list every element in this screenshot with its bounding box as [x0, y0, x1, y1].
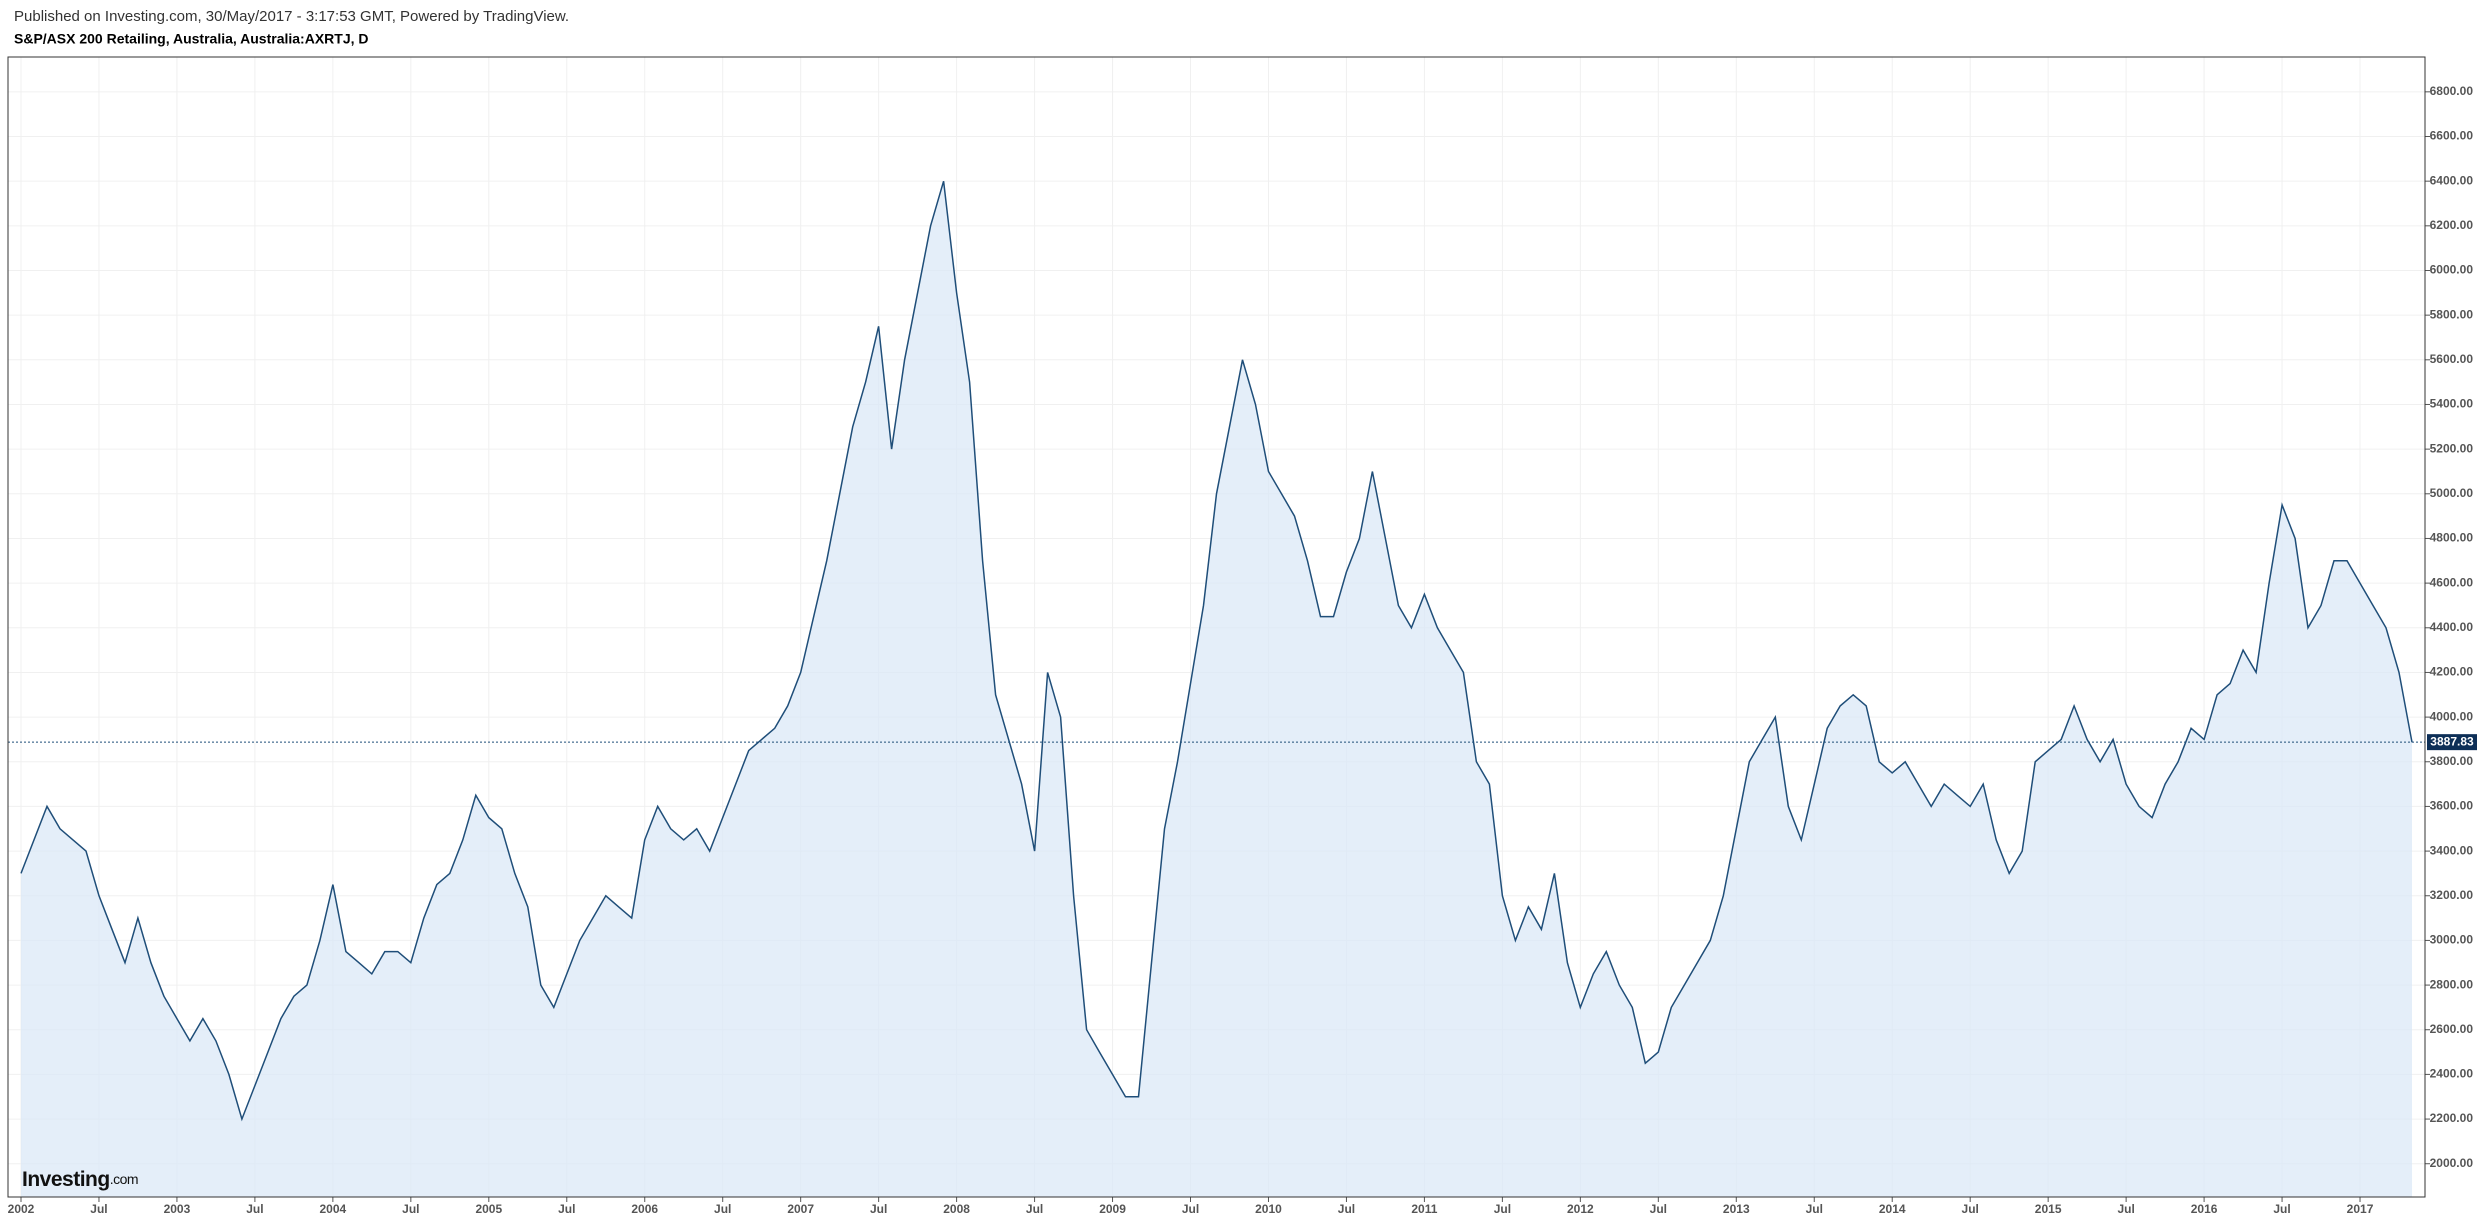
y-tick-label: 6800.00 — [2430, 84, 2474, 98]
y-tick-label: 4600.00 — [2430, 575, 2474, 589]
x-tick-label: Jul — [402, 1202, 419, 1216]
x-tick-label: 2004 — [320, 1202, 347, 1216]
x-tick-label: Jul — [1494, 1202, 1511, 1216]
x-tick-label: Jul — [246, 1202, 263, 1216]
x-tick-label: 2015 — [2035, 1202, 2062, 1216]
plot-frame — [7, 56, 2426, 1198]
x-tick-label: Jul — [1182, 1202, 1199, 1216]
logo: Investing.com — [22, 1168, 138, 1191]
y-tick-label: 2200.00 — [2430, 1111, 2474, 1125]
x-tick-label: 2013 — [1723, 1202, 1750, 1216]
y-tick-label: 2600.00 — [2430, 1022, 2474, 1036]
publish-note: Published on Investing.com, 30/May/2017 … — [14, 8, 569, 25]
y-tick-label: 6200.00 — [2430, 218, 2474, 232]
y-tick-label: 6400.00 — [2430, 173, 2474, 187]
x-tick-label: 2016 — [2191, 1202, 2218, 1216]
x-tick-label: Jul — [558, 1202, 575, 1216]
x-tick-label: 2008 — [943, 1202, 970, 1216]
x-tick-label: Jul — [2117, 1202, 2134, 1216]
logo-suffix: .com — [110, 1171, 138, 1187]
x-tick-label: 2006 — [631, 1202, 658, 1216]
x-tick-label: Jul — [1338, 1202, 1355, 1216]
y-tick-label: 5800.00 — [2430, 307, 2474, 321]
x-tick-label: 2005 — [475, 1202, 502, 1216]
x-tick-label: Jul — [870, 1202, 887, 1216]
y-tick-label: 2000.00 — [2430, 1156, 2474, 1170]
x-tick-label: 2017 — [2347, 1202, 2374, 1216]
y-tick-label: 5200.00 — [2430, 441, 2474, 455]
y-tick-label: 6600.00 — [2430, 129, 2474, 143]
x-tick-label: 2011 — [1411, 1202, 1437, 1216]
x-tick-label: Jul — [1650, 1202, 1667, 1216]
x-tick-label: 2014 — [1879, 1202, 1906, 1216]
y-tick-label: 3400.00 — [2430, 843, 2474, 857]
x-tick-label: 2003 — [164, 1202, 191, 1216]
x-tick-label: 2009 — [1099, 1202, 1126, 1216]
y-tick-label: 3800.00 — [2430, 754, 2474, 768]
x-tick-label: Jul — [2273, 1202, 2290, 1216]
x-tick-label: Jul — [90, 1202, 107, 1216]
chart-title: S&P/ASX 200 Retailing, Australia, Austra… — [14, 31, 369, 47]
x-tick-label: 2002 — [8, 1202, 35, 1216]
last-price-box — [2427, 734, 2477, 751]
x-tick-label: 2010 — [1255, 1202, 1282, 1216]
y-tick-label: 4800.00 — [2430, 531, 2474, 545]
y-tick-label: 5400.00 — [2430, 397, 2474, 411]
x-tick-label: Jul — [1806, 1202, 1823, 1216]
y-tick-label: 3600.00 — [2430, 799, 2474, 813]
price-line — [20, 180, 2413, 1122]
y-tick-label: 5600.00 — [2430, 352, 2474, 366]
x-tick-label: 2012 — [1567, 1202, 1594, 1216]
x-tick-label: 2007 — [787, 1202, 814, 1216]
last-price-label: 3887.83 — [2430, 734, 2474, 748]
y-tick-label: 4000.00 — [2430, 709, 2474, 723]
y-tick-label: 3200.00 — [2430, 888, 2474, 902]
logo-brand: Investing — [22, 1168, 110, 1191]
y-tick-label: 6000.00 — [2430, 263, 2474, 277]
y-tick-label: 5000.00 — [2430, 486, 2474, 500]
x-tick-label: Jul — [714, 1202, 731, 1216]
area-fill — [20, 181, 2413, 1197]
y-tick-label: 3000.00 — [2430, 933, 2474, 947]
y-tick-label: 4400.00 — [2430, 620, 2474, 634]
x-tick-label: Jul — [1962, 1202, 1979, 1216]
y-tick-label: 2800.00 — [2430, 977, 2474, 991]
x-tick-label: Jul — [1026, 1202, 1043, 1216]
y-tick-label: 4200.00 — [2430, 665, 2474, 679]
y-tick-label: 2400.00 — [2430, 1067, 2474, 1081]
